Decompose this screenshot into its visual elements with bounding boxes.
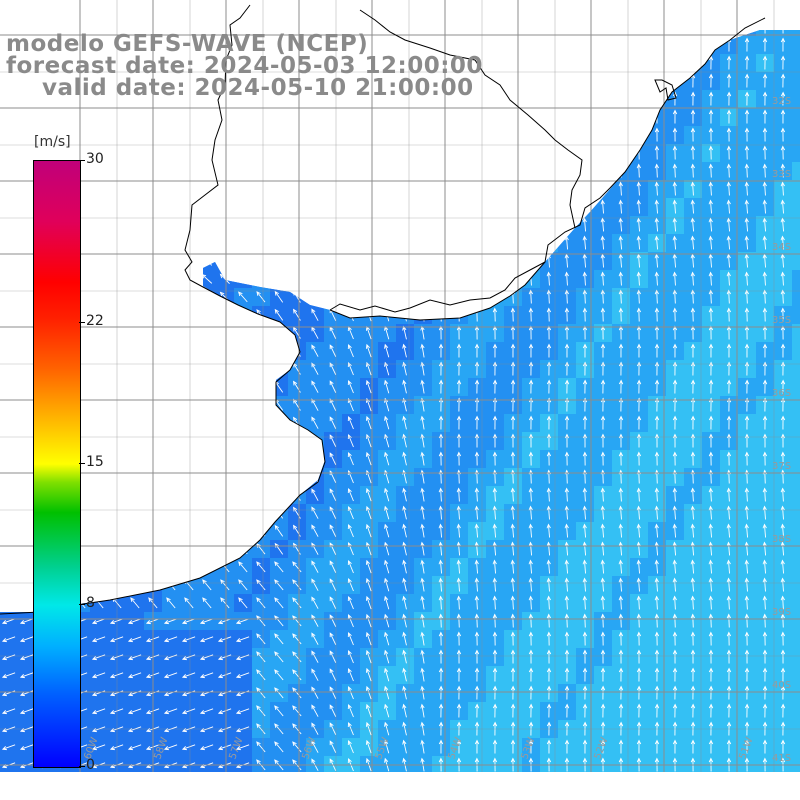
wind-cell: [792, 72, 800, 90]
colorbar-tick: [79, 463, 85, 464]
title-valid-date: valid date: 2024-05-10 21:00:00: [42, 75, 474, 101]
wind-cell: [792, 756, 800, 772]
wind-arrow: [744, 55, 750, 70]
latitude-label: 38S: [772, 534, 791, 545]
wind-cell: [792, 666, 800, 684]
wind-cell: [792, 234, 800, 252]
latitude-label: 36S: [772, 388, 791, 399]
wind-cell: [792, 54, 800, 72]
wind-cell: [792, 360, 800, 378]
colorbar-tick-label: 22: [86, 312, 104, 329]
wind-cell: [216, 756, 234, 772]
wind-arrow: [780, 37, 786, 52]
wind-cell: [792, 216, 800, 234]
wind-cell: [792, 576, 800, 594]
wind-arrow: [780, 55, 786, 70]
wind-cell: [792, 270, 800, 288]
wind-cell: [792, 144, 800, 162]
wind-cell: [792, 414, 800, 432]
latitude-label: 40S: [772, 680, 791, 691]
colorbar-tick: [79, 321, 85, 323]
wind-cell: [792, 630, 800, 648]
colorbar-tick-label: 8: [86, 595, 95, 612]
wind-cell: [792, 738, 800, 756]
wind-cell: [18, 756, 36, 772]
wind-cell: [792, 486, 800, 504]
wind-cell: [792, 594, 800, 612]
wind-cell: [792, 288, 800, 306]
wind-cell: [198, 756, 216, 772]
wind-cell: [792, 30, 800, 36]
wind-cell: [792, 468, 800, 486]
colorbar-tick-label: 30: [86, 151, 104, 167]
latitude-label: 32S: [772, 96, 791, 107]
wind-cell: [792, 612, 800, 630]
wind-cell: [792, 378, 800, 396]
wind-cell: [792, 252, 800, 270]
wind-cell: [792, 396, 800, 414]
colorbar-unit: [m/s]: [34, 134, 71, 150]
colorbar-tick: [79, 604, 85, 606]
wind-cell: [792, 522, 800, 540]
wind-arrow: [762, 37, 768, 52]
wind-cell: [792, 324, 800, 342]
latitude-label: 39S: [772, 607, 791, 618]
wind-cell: [792, 306, 800, 324]
wind-cell: [792, 504, 800, 522]
wind-cell: [792, 558, 800, 576]
wind-cell: [792, 342, 800, 360]
colorbar: [33, 160, 81, 768]
wind-arrow: [762, 55, 768, 70]
wind-cell: [162, 756, 180, 772]
latitude-label: 34S: [772, 242, 791, 253]
wind-arrow: [708, 55, 714, 70]
wind-cell: [792, 702, 800, 720]
wind-cell: [792, 432, 800, 450]
latitude-label: 37S: [772, 461, 791, 472]
wind-cell: [792, 36, 800, 54]
wind-cell: [792, 180, 800, 198]
latitude-label: 33S: [772, 169, 791, 180]
latitude-label: 41S: [772, 753, 791, 764]
colorbar-tick-label: 15: [86, 454, 104, 470]
wind-cell: [234, 756, 252, 772]
wind-arrow: [782, 30, 784, 34]
colorbar-tick: [79, 160, 85, 161]
wind-cell: [792, 648, 800, 666]
colorbar-tick: [79, 766, 85, 767]
wind-cell: [792, 198, 800, 216]
wind-cell: [792, 126, 800, 144]
wind-cell: [792, 108, 800, 126]
wind-cell: [792, 162, 800, 180]
wind-arrow: [744, 37, 750, 52]
wind-cell: [180, 756, 198, 772]
wind-arrow: [764, 30, 766, 34]
wind-arrow: [726, 55, 732, 70]
wind-cell: [792, 540, 800, 558]
wind-cell: [0, 756, 18, 772]
wind-cell: [126, 756, 144, 772]
wind-cell: [306, 756, 324, 772]
wind-cell: [792, 684, 800, 702]
latitude-label: 35S: [772, 315, 791, 326]
wind-cell: [792, 90, 800, 108]
wind-cell: [792, 450, 800, 468]
wind-cell: [90, 756, 108, 772]
colorbar-tick-label: 0: [86, 757, 95, 773]
